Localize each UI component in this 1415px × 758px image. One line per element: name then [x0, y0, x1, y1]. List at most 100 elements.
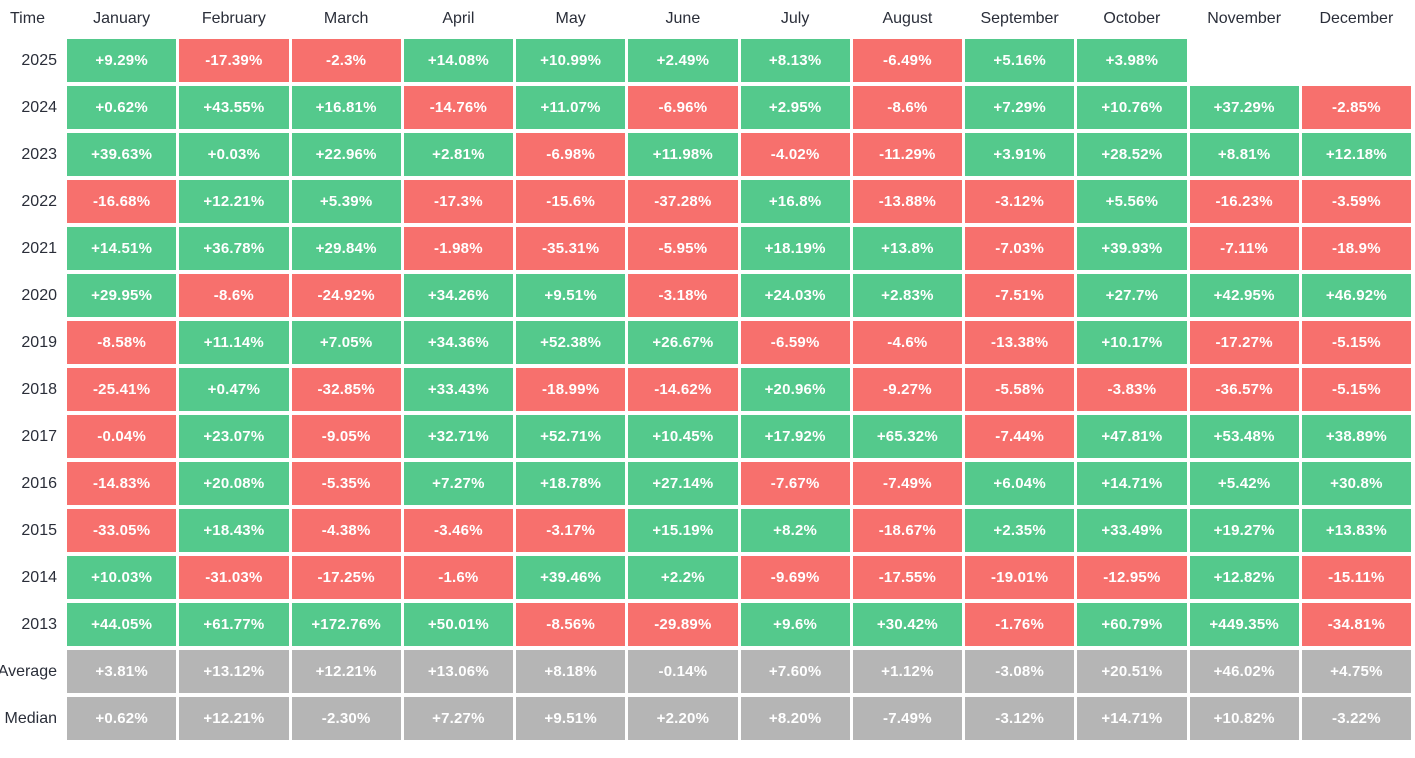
- heatmap-cell: +10.03%: [67, 556, 177, 599]
- heatmap-cell: +13.83%: [1301, 509, 1411, 552]
- heatmap-cell: +9.6%: [740, 603, 850, 646]
- heatmap-cell: +27.14%: [628, 462, 738, 505]
- heatmap-cell: -3.18%: [628, 274, 738, 317]
- heatmap-cell: -2.85%: [1301, 86, 1411, 129]
- heatmap-cell: +3.81%: [67, 650, 177, 693]
- heatmap-cell: +5.42%: [1189, 462, 1299, 505]
- heatmap-cell: +24.03%: [740, 274, 850, 317]
- heatmap-cell: +36.78%: [179, 227, 289, 270]
- heatmap-cell: -17.55%: [852, 556, 962, 599]
- row-label: 2019: [21, 333, 57, 351]
- heatmap-cell: +19.27%: [1189, 509, 1299, 552]
- row-label: 2014: [21, 568, 57, 586]
- heatmap-cell: +10.17%: [1077, 321, 1187, 364]
- heatmap-cell: -14.83%: [67, 462, 177, 505]
- heatmap-cell: +32.71%: [403, 415, 513, 458]
- heatmap-cell: +7.29%: [965, 86, 1075, 129]
- table-row-2023: 2023 +39.63% +0.03% +22.96% +2.81% -6.98% +11.…: [0, 133, 1411, 176]
- heatmap-cell: -24.92%: [291, 274, 401, 317]
- heatmap-cell: -3.83%: [1077, 368, 1187, 411]
- table-row-2018: 2018 -25.41% +0.47% -32.85% +33.43% -18.99% -1…: [0, 368, 1411, 411]
- heatmap-cell: -14.76%: [403, 86, 513, 129]
- heatmap-cell: -6.49%: [852, 39, 962, 82]
- heatmap-cell: +53.48%: [1189, 415, 1299, 458]
- heatmap-cell: +15.19%: [628, 509, 738, 552]
- heatmap-cell: +28.52%: [1077, 133, 1187, 176]
- heatmap-cell: +20.96%: [740, 368, 850, 411]
- heatmap-cell: +52.38%: [516, 321, 626, 364]
- row-label: 2021: [21, 239, 57, 257]
- heatmap-cell: +2.81%: [403, 133, 513, 176]
- heatmap-cell: -1.76%: [965, 603, 1075, 646]
- heatmap-cell: +10.99%: [516, 39, 626, 82]
- heatmap-cell: +46.02%: [1189, 650, 1299, 693]
- heatmap-cell: +8.81%: [1189, 133, 1299, 176]
- heatmap-cell: -15.11%: [1301, 556, 1411, 599]
- heatmap-cell: -4.38%: [291, 509, 401, 552]
- column-header-november: November: [1207, 10, 1282, 27]
- heatmap-cell: +46.92%: [1301, 274, 1411, 317]
- heatmap-cell: +5.16%: [965, 39, 1075, 82]
- heatmap-cell: -4.02%: [740, 133, 850, 176]
- heatmap-cell: -3.12%: [965, 697, 1075, 740]
- heatmap-cell: +11.14%: [179, 321, 289, 364]
- heatmap-cell: [1302, 39, 1411, 82]
- heatmap-cell: +33.43%: [403, 368, 513, 411]
- heatmap-cell: +23.07%: [179, 415, 289, 458]
- heatmap-cell: -17.39%: [179, 39, 289, 82]
- header-row: Time January February March April May June July…: [0, 0, 1411, 38]
- heatmap-cell: -5.15%: [1301, 321, 1411, 364]
- heatmap-cell: -0.04%: [67, 415, 177, 458]
- row-label: 2024: [21, 98, 57, 116]
- heatmap-cell: -7.67%: [740, 462, 850, 505]
- heatmap-cell: +38.89%: [1301, 415, 1411, 458]
- heatmap-cell: -3.59%: [1301, 180, 1411, 223]
- heatmap-cell: +12.82%: [1189, 556, 1299, 599]
- heatmap-cell: +14.71%: [1077, 462, 1187, 505]
- heatmap-cell: -18.67%: [852, 509, 962, 552]
- heatmap-cell: +12.18%: [1301, 133, 1411, 176]
- heatmap-cell: -3.46%: [403, 509, 513, 552]
- heatmap-cell: +16.81%: [291, 86, 401, 129]
- heatmap-cell: +16.8%: [740, 180, 850, 223]
- heatmap-cell: +30.42%: [852, 603, 962, 646]
- column-header-time: Time: [10, 10, 45, 27]
- row-label: 2018: [21, 380, 57, 398]
- heatmap-cell: -12.95%: [1077, 556, 1187, 599]
- table-row-2022: 2022 -16.68% +12.21% +5.39% -17.3% -15.6% -37.…: [0, 180, 1411, 223]
- heatmap-cell: -9.69%: [740, 556, 850, 599]
- heatmap-cell: -17.3%: [403, 180, 513, 223]
- heatmap-cell: +172.76%: [291, 603, 401, 646]
- heatmap-cell: +18.19%: [740, 227, 850, 270]
- heatmap-cell: +5.39%: [291, 180, 401, 223]
- heatmap-cell: +47.81%: [1077, 415, 1187, 458]
- row-label: 2022: [21, 192, 57, 210]
- heatmap-cell: +2.95%: [740, 86, 850, 129]
- heatmap-cell: -34.81%: [1301, 603, 1411, 646]
- heatmap-cell: -4.6%: [852, 321, 962, 364]
- table-row-2017: 2017 -0.04% +23.07% -9.05% +32.71% +52.71% +10…: [0, 415, 1411, 458]
- heatmap-cell: -18.99%: [516, 368, 626, 411]
- heatmap-cell: +60.79%: [1077, 603, 1187, 646]
- column-header-september: September: [980, 10, 1059, 27]
- heatmap-cell: -5.35%: [291, 462, 401, 505]
- heatmap-cell: +449.35%: [1189, 603, 1299, 646]
- heatmap-cell: +17.92%: [740, 415, 850, 458]
- row-label: 2013: [21, 615, 57, 633]
- heatmap-cell: -29.89%: [628, 603, 738, 646]
- heatmap-cell: -7.49%: [852, 697, 962, 740]
- row-label: 2025: [21, 51, 57, 69]
- heatmap-cell: +0.47%: [179, 368, 289, 411]
- heatmap-cell: +39.93%: [1077, 227, 1187, 270]
- heatmap-cell: +3.91%: [965, 133, 1075, 176]
- heatmap-cell: +65.32%: [852, 415, 962, 458]
- column-header-april: April: [442, 10, 475, 27]
- heatmap-cell: +44.05%: [67, 603, 177, 646]
- heatmap-cell: -2.3%: [291, 39, 401, 82]
- heatmap-cell: -2.30%: [291, 697, 401, 740]
- heatmap-cell: -25.41%: [67, 368, 177, 411]
- heatmap-cell: -19.01%: [965, 556, 1075, 599]
- column-header-july: July: [780, 10, 810, 27]
- heatmap-cell: +0.62%: [67, 86, 177, 129]
- heatmap-cell: -17.25%: [291, 556, 401, 599]
